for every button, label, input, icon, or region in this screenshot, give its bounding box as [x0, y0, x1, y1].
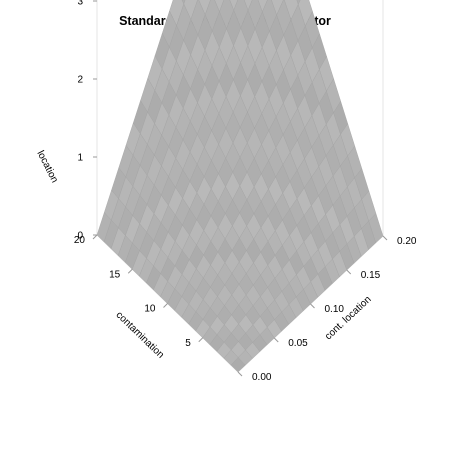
axis-ticks: 0123451015200.000.050.100.150.20	[74, 0, 417, 383]
x-tick-label: 10	[144, 304, 156, 315]
z-tick-label: 2	[77, 75, 83, 86]
x-tick-mark	[198, 337, 204, 343]
x-tick-mark	[127, 268, 133, 274]
z-tick-label: 0	[77, 231, 83, 242]
x-tick-label: 5	[185, 338, 191, 349]
y-tick-label: 0.20	[397, 236, 417, 247]
z-tick-label: 3	[77, 0, 83, 8]
y-tick-mark	[310, 303, 315, 309]
y-tick-label: 0.00	[252, 372, 272, 383]
y-tick-mark	[237, 371, 243, 377]
surface-facet	[230, 357, 246, 373]
y-tick-mark	[382, 235, 388, 241]
z-axis-title: location	[35, 149, 60, 185]
y-tick-mark	[273, 337, 279, 343]
surface-facet	[181, 0, 186, 5]
y-axis-title: cont. location	[323, 294, 374, 342]
y-tick-mark	[346, 269, 352, 275]
surface-facet	[243, 0, 253, 11]
x-tick-mark	[163, 303, 168, 308]
surface	[96, 0, 384, 373]
x-axis-title: contamination	[114, 310, 166, 361]
x-tick-label: 15	[109, 269, 121, 280]
y-tick-label: 0.10	[325, 304, 345, 315]
surface-facet	[296, 0, 301, 5]
x-tick-label: 20	[74, 235, 86, 246]
x-tick-mark	[92, 234, 98, 240]
z-tick-label: 1	[77, 153, 83, 164]
surface-facet	[229, 0, 238, 11]
y-tick-label: 0.05	[288, 338, 308, 349]
y-tick-label: 0.15	[361, 270, 381, 281]
